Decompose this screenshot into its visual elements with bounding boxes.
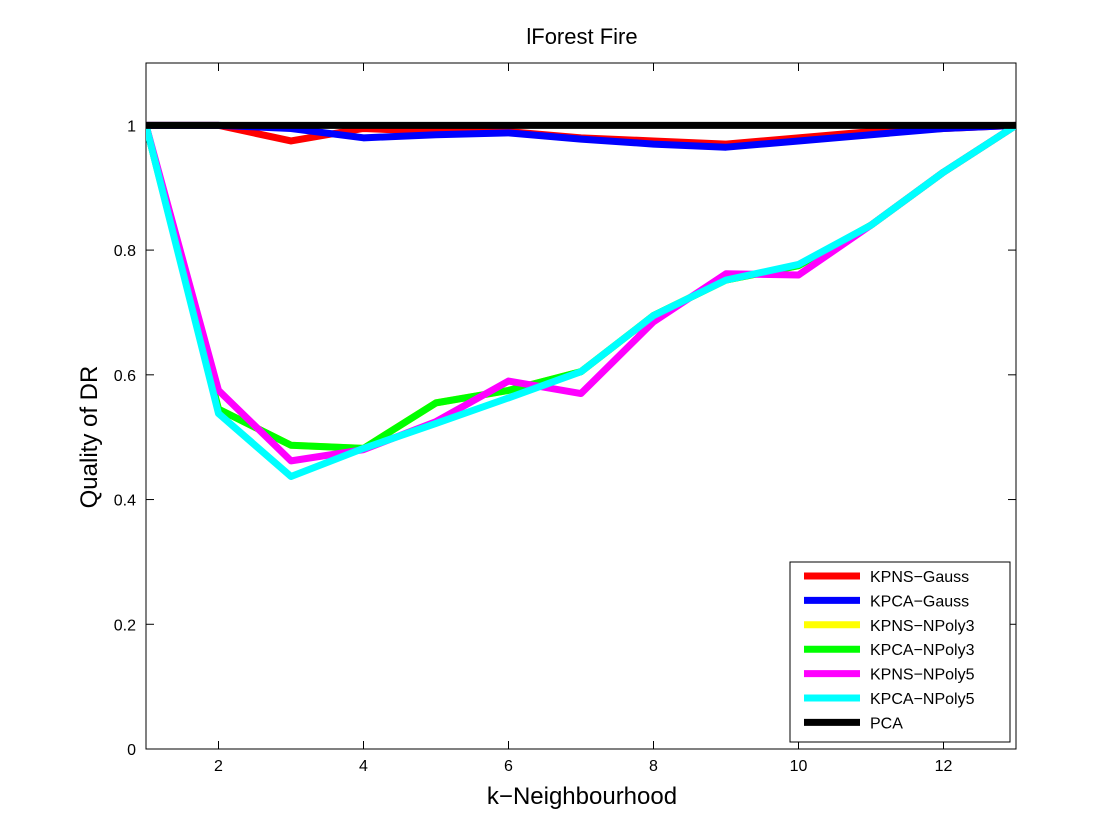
x-tick-label: 6	[504, 758, 513, 775]
y-axis-label: Quality of DR	[76, 366, 103, 509]
y-tick-label: 0.6	[114, 368, 136, 385]
legend-label: KPCA−NPoly3	[870, 642, 975, 659]
legend-label: KPNS−NPoly3	[870, 618, 975, 635]
x-tick-label: 8	[649, 758, 658, 775]
y-tick-label: 0.2	[114, 617, 136, 634]
legend-label: PCA	[870, 715, 903, 732]
chart-title: lForest Fire	[526, 24, 637, 49]
y-tick-label: 0.4	[114, 493, 136, 510]
x-axis-label: k−Neighbourhood	[487, 783, 677, 810]
y-tick-label: 0	[127, 742, 136, 759]
series-line-kpca-npoly5	[146, 122, 1016, 480]
legend-label: KPNS−Gauss	[870, 569, 969, 586]
legend-label: KPCA−Gauss	[870, 593, 969, 610]
y-tick-label: 0.8	[114, 243, 136, 260]
x-tick-label: 10	[790, 758, 808, 775]
legend-label: KPCA−NPoly5	[870, 691, 975, 708]
legend-label: KPNS−NPoly5	[870, 667, 975, 684]
x-tick-label: 2	[214, 758, 223, 775]
x-tick-label: 4	[359, 758, 368, 775]
legend: KPNS−Gauss KPCA−Gauss KPNS−NPoly3 KPCA−NPol…	[789, 561, 1011, 743]
y-tick-label: 1	[127, 118, 136, 135]
x-tick-label: 12	[935, 758, 953, 775]
